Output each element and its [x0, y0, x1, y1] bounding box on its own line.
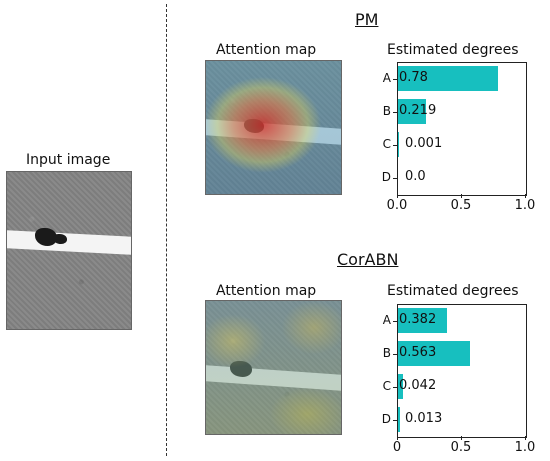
- y-tick-mark: [393, 177, 397, 179]
- y-tick-mark: [393, 320, 397, 322]
- pothole: [53, 234, 67, 244]
- y-tick-mark: [393, 353, 397, 355]
- bar-d: [398, 406, 400, 433]
- bar-b: [398, 340, 471, 367]
- input-image-label: Input image: [26, 152, 111, 168]
- y-tick-mark: [393, 419, 397, 421]
- x-tick-label: 1.0: [514, 198, 536, 213]
- x-tick-label: 0.5: [450, 440, 472, 455]
- pothole: [35, 228, 57, 246]
- value-label: 0.042: [399, 377, 437, 393]
- pm-title: PM: [355, 10, 379, 29]
- category-label: B: [382, 345, 391, 360]
- category-label: D: [381, 411, 391, 426]
- pothole: [230, 361, 252, 377]
- pm-chart-label: Estimated degrees: [387, 42, 519, 58]
- pm-bar-chart: A 0.78 B 0.219 C 0.001 D 0.0 0.0 0.5 1.0: [375, 58, 545, 218]
- pm-attention-label: Attention map: [216, 42, 317, 58]
- value-label: 0.382: [399, 311, 437, 327]
- category-label: C: [382, 378, 391, 393]
- category-label: A: [382, 70, 391, 85]
- x-tick-mark: [525, 436, 526, 440]
- corabn-attention-map: [205, 300, 342, 435]
- x-tick-label: 0.5: [450, 198, 472, 213]
- corabn-title: CorABN: [337, 250, 399, 269]
- category-label: B: [382, 103, 391, 118]
- corabn-bar-chart: A 0.382 B 0.563 C 0.042 D 0.013 0 0.5 1.0: [375, 300, 545, 460]
- y-tick-mark: [393, 144, 397, 146]
- value-label: 0.013: [405, 410, 443, 426]
- attention-overlay: [206, 301, 341, 434]
- corabn-attention-label: Attention map: [216, 283, 317, 299]
- bar-a: [398, 307, 447, 334]
- input-image: [6, 171, 132, 330]
- x-tick-label: 0.0: [386, 198, 408, 213]
- category-label: A: [382, 312, 391, 327]
- y-tick-mark: [393, 386, 397, 388]
- bar-a: [398, 65, 498, 92]
- x-tick-mark: [461, 436, 462, 440]
- x-tick-label: 1.0: [514, 440, 536, 455]
- y-tick-mark: [393, 78, 397, 80]
- value-label: 0.001: [405, 135, 443, 151]
- category-label: C: [382, 136, 391, 151]
- category-label: D: [381, 169, 391, 184]
- section-divider: [166, 4, 167, 456]
- bar-c: [398, 373, 404, 400]
- value-label: 0.563: [399, 344, 437, 360]
- bar-b: [398, 98, 427, 125]
- attention-overlay: [206, 61, 341, 194]
- chart-axes: [397, 62, 527, 196]
- x-tick-mark: [525, 194, 526, 198]
- pm-attention-map: [205, 60, 342, 195]
- corabn-chart-label: Estimated degrees: [387, 283, 519, 299]
- y-tick-mark: [393, 111, 397, 113]
- chart-axes: [397, 304, 527, 438]
- value-label: 0.78: [399, 69, 428, 85]
- road-stripe: [7, 230, 131, 256]
- x-tick-mark: [397, 194, 398, 198]
- value-label: 0.0: [405, 168, 426, 184]
- x-tick-mark: [461, 194, 462, 198]
- value-label: 0.219: [399, 102, 437, 118]
- x-tick-label: 0: [392, 440, 402, 455]
- x-tick-mark: [397, 436, 398, 440]
